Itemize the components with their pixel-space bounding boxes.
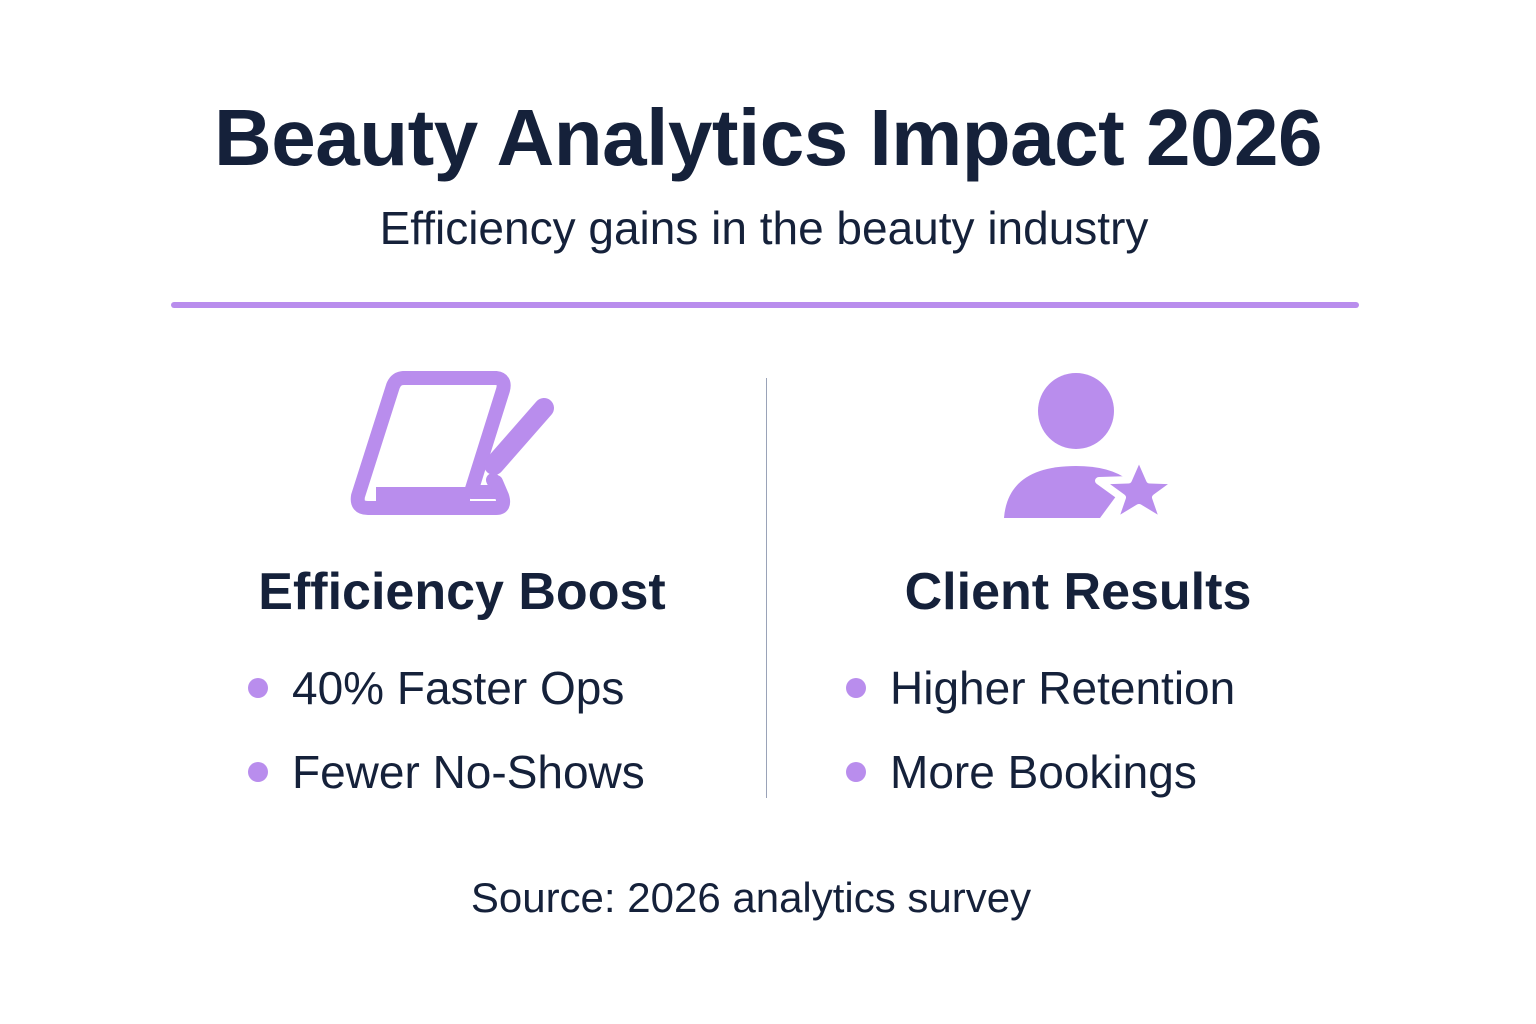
efficiency-boost-list: 40% Faster Ops Fewer No-Shows [248,646,645,814]
list-item-label: 40% Faster Ops [292,662,625,714]
list-item-label: More Bookings [890,746,1197,798]
list-item: More Bookings [846,730,1235,814]
page-title: Beauty Analytics Impact 2026 [214,93,1323,182]
bullet-dot-icon [846,762,866,782]
header-divider [171,302,1359,308]
bullet-dot-icon [248,762,268,782]
bullet-dot-icon [248,678,268,698]
list-item-label: Fewer No-Shows [292,746,645,798]
list-item: Higher Retention [846,646,1235,730]
source-note: Source: 2026 analytics survey [470,874,1032,921]
efficiency-boost-heading: Efficiency Boost [258,563,666,621]
page-subtitle: Efficiency gains in the beauty industry [379,202,1149,254]
tablet-pen-icon [346,370,558,527]
bullet-dot-icon [846,678,866,698]
list-item: 40% Faster Ops [248,646,645,730]
list-item: Fewer No-Shows [248,730,645,814]
client-results-list: Higher Retention More Bookings [846,646,1235,814]
column-divider [766,378,767,798]
user-star-icon [1002,372,1183,543]
list-item-label: Higher Retention [890,662,1236,714]
client-results-heading: Client Results [904,563,1252,621]
